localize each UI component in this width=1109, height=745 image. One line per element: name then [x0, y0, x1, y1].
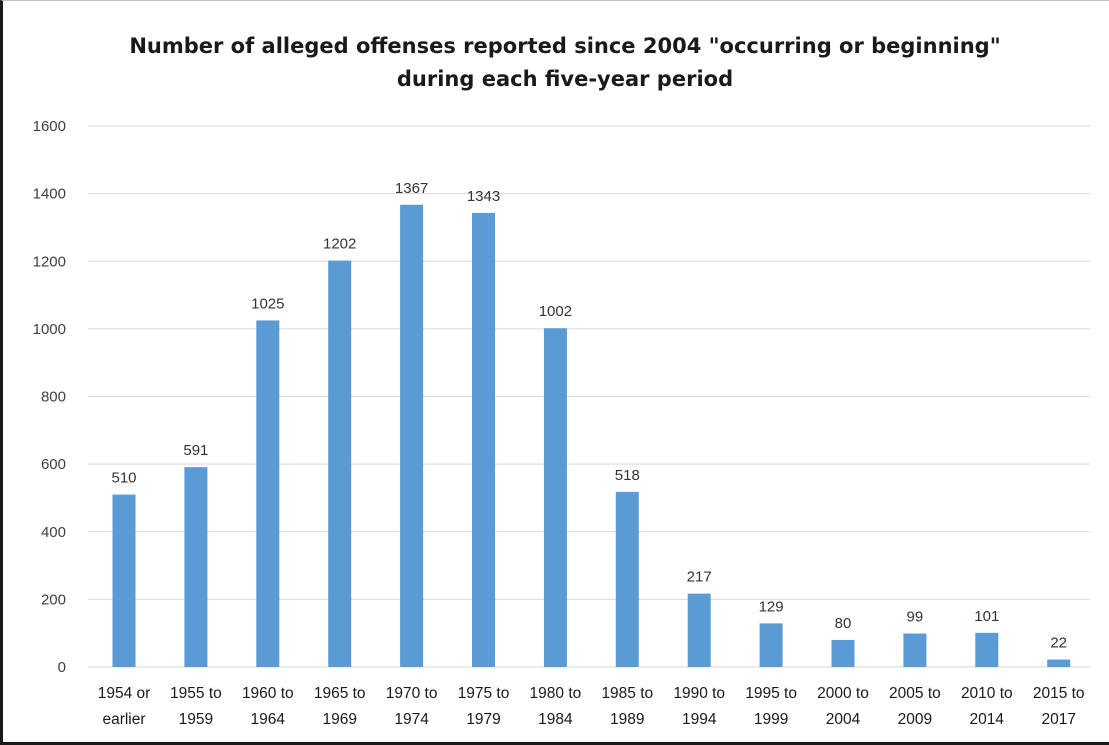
x-tick-label: 1994 — [682, 711, 717, 728]
x-tick-label: 1969 — [322, 711, 356, 728]
bar — [472, 212, 495, 667]
data-label: 217 — [687, 569, 712, 586]
x-tick-label: 2014 — [970, 711, 1005, 728]
bar — [184, 467, 208, 667]
x-tick-label: 2005 to — [889, 685, 941, 702]
bar — [400, 204, 424, 667]
x-tick-label: 1954 or — [98, 685, 151, 702]
y-tick-label: 1000 — [33, 321, 66, 338]
data-label: 591 — [183, 442, 208, 459]
data-label: 518 — [615, 467, 640, 484]
data-label: 99 — [907, 609, 924, 626]
data-label: 1367 — [395, 180, 428, 197]
x-tick-label: 1990 to — [673, 685, 725, 702]
bar — [759, 623, 783, 667]
x-tick-label: 1989 — [610, 711, 644, 728]
y-tick-label: 400 — [41, 524, 66, 541]
data-label: 129 — [759, 598, 784, 615]
x-tick-label: 1959 — [179, 711, 213, 728]
data-label: 101 — [974, 608, 999, 625]
y-tick-label: 600 — [41, 456, 66, 473]
x-tick-label: 1999 — [754, 711, 788, 728]
bar — [975, 632, 999, 667]
x-tick-label: 1985 to — [601, 685, 653, 702]
chart-title-line-1: Number of alleged offenses reported sinc… — [129, 34, 1001, 58]
x-tick-label: 1970 to — [386, 685, 438, 702]
x-tick-label: earlier — [102, 711, 145, 728]
y-tick-label: 200 — [41, 591, 66, 608]
y-tick-label: 1600 — [33, 118, 66, 135]
x-tick-label: 2015 to — [1033, 685, 1085, 702]
x-tick-label: 1984 — [538, 711, 573, 728]
x-tick-label: 1974 — [394, 711, 429, 728]
bar — [615, 491, 639, 667]
x-tick-label: 2017 — [1041, 711, 1075, 728]
x-tick-label: 2004 — [826, 711, 861, 728]
data-label: 80 — [835, 615, 852, 632]
data-label: 22 — [1050, 635, 1067, 652]
bar — [112, 494, 136, 667]
x-tick-label: 2009 — [898, 711, 932, 728]
x-tick-label: 1995 to — [745, 685, 797, 702]
data-label: 1202 — [323, 236, 356, 253]
chart-title: Number of alleged offenses reported sinc… — [40, 30, 1090, 96]
bar — [903, 633, 927, 667]
x-tick-label: 1980 to — [530, 685, 582, 702]
data-label: 1343 — [467, 188, 500, 205]
data-label: 510 — [111, 470, 136, 487]
data-label: 1002 — [539, 303, 572, 320]
bar — [831, 639, 855, 667]
y-tick-label: 1400 — [33, 186, 66, 203]
bar — [256, 320, 280, 667]
bar — [687, 593, 711, 667]
bar — [328, 260, 352, 667]
x-tick-label: 2000 to — [817, 685, 869, 702]
x-tick-label: 1975 to — [458, 685, 510, 702]
x-tick-label: 1979 — [466, 711, 500, 728]
x-tick-label: 1964 — [251, 711, 286, 728]
x-tick-label: 1955 to — [170, 685, 222, 702]
y-tick-label: 800 — [41, 389, 66, 406]
bar — [1047, 659, 1071, 667]
x-tick-label: 1965 to — [314, 685, 366, 702]
x-tick-label: 1960 to — [242, 685, 294, 702]
bar — [543, 328, 567, 667]
y-tick-label: 1200 — [33, 253, 66, 270]
chart-title-line-2: during each five-year period — [396, 67, 734, 91]
data-label: 1025 — [251, 295, 284, 312]
x-tick-label: 2010 to — [961, 685, 1013, 702]
y-tick-label: 0 — [58, 659, 66, 676]
